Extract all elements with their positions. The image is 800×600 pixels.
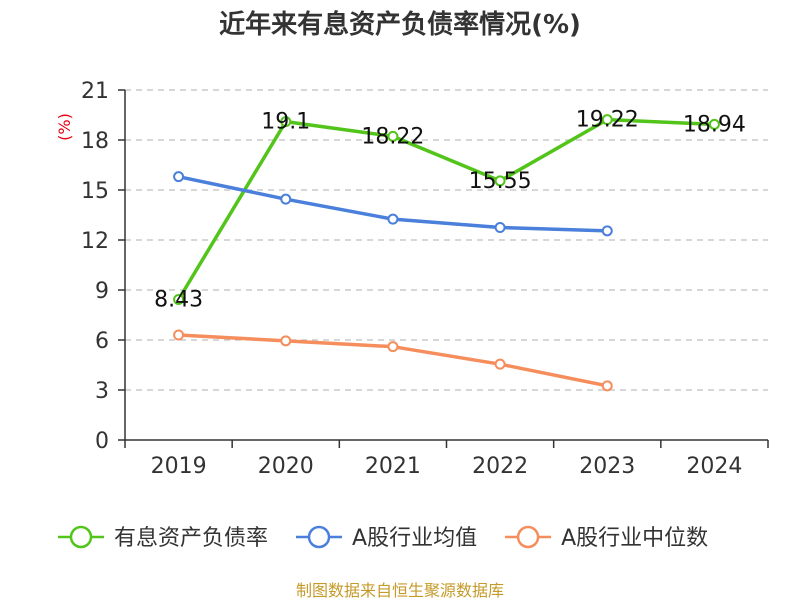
y-tick-label: 21: [81, 79, 109, 104]
data-label: 15.55: [469, 169, 532, 194]
data-label: 18.94: [683, 112, 746, 137]
data-point[interactable]: [387, 213, 399, 225]
data-label: 19.1: [261, 110, 310, 135]
legend-marker[interactable]: [69, 525, 93, 549]
grid: [125, 89, 768, 391]
data-point[interactable]: [280, 335, 292, 347]
data-point[interactable]: [280, 193, 292, 205]
y-tick-label: 18: [81, 129, 109, 154]
legend-item-label[interactable]: A股行业中位数: [561, 526, 708, 551]
legend: 有息资产负债率 A股行业均值 A股行业中位数: [58, 525, 708, 551]
data-point[interactable]: [601, 114, 613, 126]
x-tick-label: 2021: [365, 454, 421, 479]
data-label: 18.22: [361, 124, 424, 149]
data-point[interactable]: [494, 175, 506, 187]
y-tick-label: 0: [95, 429, 109, 454]
x-tick-label: 2023: [579, 454, 635, 479]
y-tick-label: 9: [95, 279, 109, 304]
x-tick-label: 2024: [686, 454, 742, 479]
data-point[interactable]: [494, 358, 506, 370]
y-tick-label: 12: [81, 229, 109, 254]
data-point[interactable]: [173, 171, 185, 183]
legend-marker[interactable]: [516, 525, 540, 549]
y-axis-label: (%): [55, 113, 74, 141]
legend-item-label[interactable]: A股行业均值: [352, 526, 477, 551]
axes: 0 3 6 9 12 15 18 21 2019 2020 2021 2022 2023 2024: [81, 79, 769, 479]
data-point[interactable]: [280, 116, 292, 128]
x-tick-label: 2019: [151, 454, 207, 479]
data-point[interactable]: [173, 329, 185, 341]
data-point[interactable]: [494, 222, 506, 233]
chart-title: 近年来有息资产负债率情况(%): [219, 9, 581, 40]
data-point[interactable]: [387, 341, 399, 353]
x-tick-label: 2020: [258, 454, 314, 479]
data-labels: 8.43 19.1 18.22 15.55 19.22 18.94: [154, 108, 746, 313]
data-label: 8.43: [154, 288, 203, 313]
data-label: 19.22: [576, 108, 639, 133]
data-point[interactable]: [601, 380, 613, 392]
data-point[interactable]: [173, 294, 185, 305]
series-layer: [173, 114, 720, 392]
y-tick-label: 3: [95, 379, 109, 404]
series-line-0: [176, 117, 717, 302]
y-tick-label: 15: [81, 179, 109, 204]
data-point[interactable]: [387, 130, 399, 142]
legend-item-label[interactable]: 有息资产负债率: [114, 526, 268, 551]
legend-marker[interactable]: [307, 525, 331, 549]
data-point[interactable]: [708, 118, 720, 130]
source-note: 制图数据来自恒生聚源数据库: [296, 581, 504, 600]
data-point[interactable]: [601, 225, 613, 237]
x-tick-label: 2022: [472, 454, 528, 479]
y-tick-label: 6: [95, 329, 109, 354]
